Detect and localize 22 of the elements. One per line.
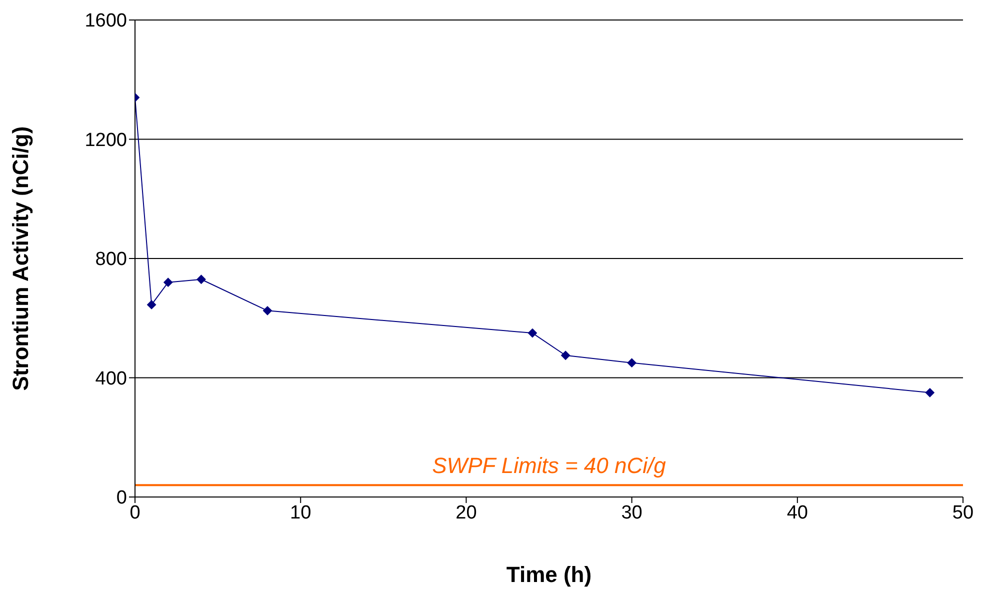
x-tick-label: 30 (621, 502, 642, 524)
x-tick-label: 50 (952, 502, 974, 524)
y-tick-label: 0 (116, 488, 127, 509)
y-axis-title: Strontium Activity (nCi/g) (8, 126, 33, 391)
y-tick-label: 400 (95, 368, 127, 390)
point (627, 358, 636, 368)
y-tick-label: 1600 (84, 10, 127, 32)
point (561, 350, 570, 360)
x-axis-title: Time (h) (506, 562, 592, 587)
x-tick-label: 20 (456, 502, 477, 524)
y-tick-label: 1200 (84, 130, 127, 151)
x-tick-label: 10 (290, 502, 312, 524)
y-tick-label: 800 (95, 249, 127, 270)
point (147, 300, 156, 310)
ref-line-label: SWPF Limits = 40 nCi/g (432, 453, 667, 478)
point (528, 328, 537, 338)
x-tick-label: 40 (786, 502, 808, 524)
point (925, 388, 934, 398)
point (164, 278, 173, 287)
point (262, 306, 272, 316)
point (196, 274, 206, 284)
x-tick-label: 0 (130, 502, 140, 524)
